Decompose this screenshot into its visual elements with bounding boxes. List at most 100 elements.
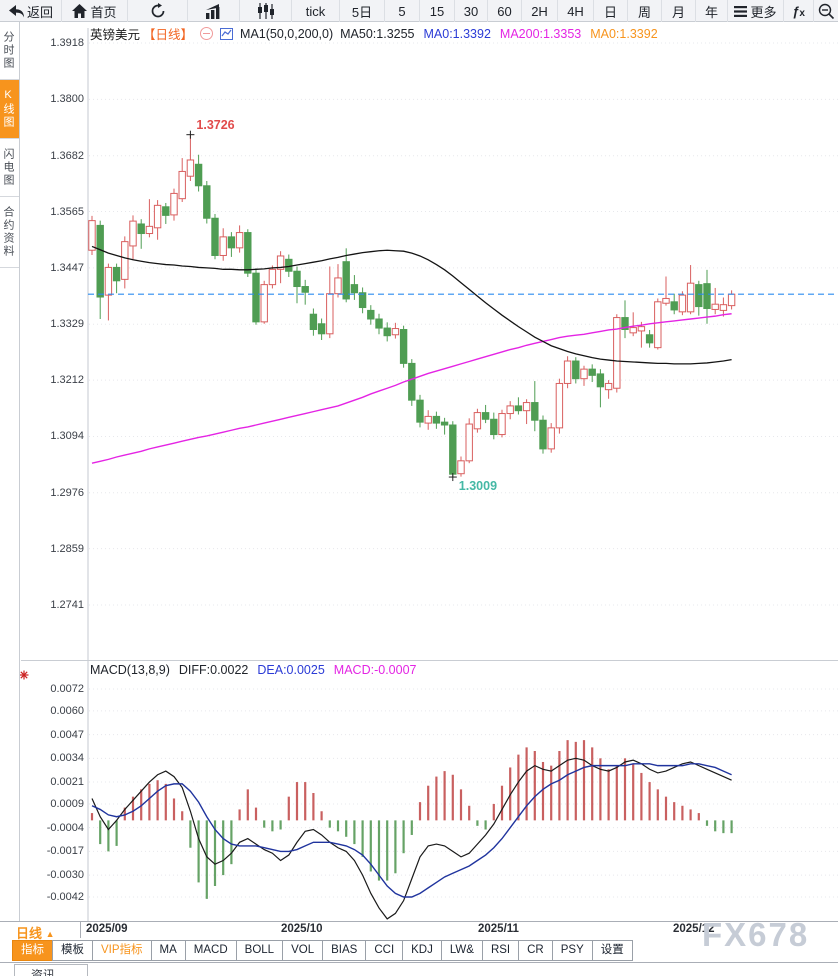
indicator-tab-CCI[interactable]: CCI	[365, 940, 404, 961]
price-tick-label: 1.3212	[50, 374, 84, 387]
interval-month-button[interactable]: 月	[662, 0, 696, 22]
sidebar-tab-contract-info[interactable]: 合约资料	[0, 197, 19, 268]
indicator-tab-BIAS[interactable]: BIAS	[322, 940, 367, 961]
month-label: 2025/12	[673, 923, 715, 935]
ma-value: MA0:1.3392	[423, 26, 491, 41]
period-tag: 【日线】	[143, 28, 194, 42]
indicator-tab-RSI[interactable]: RSI	[481, 940, 520, 961]
back-icon	[8, 4, 24, 18]
indicator-tab-BOLL[interactable]: BOLL	[235, 940, 284, 961]
interval-2h-button[interactable]: 2H	[522, 0, 558, 22]
high-price-annotation: 1.3726	[196, 117, 235, 132]
indicator-tab-MA[interactable]: MA	[150, 940, 186, 961]
indicator-tab-MACD[interactable]: MACD	[184, 940, 237, 961]
top-toolbar: 返回 首页 tick 5日 5 15 30 60 2H 4H 日周月年更多 ƒx	[0, 0, 838, 22]
period-dropdown[interactable]: 日线 ▲	[16, 926, 55, 941]
x-axis-line	[0, 921, 838, 922]
macd-tick-label: 0.0009	[50, 797, 84, 810]
price-tick-label: 1.3800	[50, 93, 84, 106]
interval-30-button[interactable]: 30	[455, 0, 488, 22]
ma-value: MA200:1.3353	[499, 26, 582, 41]
indicator-tab-指标[interactable]: 指标	[12, 940, 53, 961]
fx-indicator-button[interactable]: ƒx	[784, 0, 814, 22]
ma-value: MA0:1.3392	[590, 26, 658, 41]
interval-tick-button[interactable]: tick	[292, 0, 340, 22]
interval-day-button[interactable]: 日	[594, 0, 628, 22]
macd-tick-label: 0.0047	[50, 728, 84, 741]
indicator-tab-PSY[interactable]: PSY	[551, 940, 593, 961]
macd-value: MACD:-0.0007	[333, 663, 417, 677]
macd-tick-label: -0.0030	[46, 869, 84, 882]
indicator-thumbnail-icon[interactable]	[220, 27, 234, 40]
interval-60-button[interactable]: 60	[488, 0, 522, 22]
indicator-tab-CR[interactable]: CR	[518, 940, 553, 961]
low-price-annotation: 1.3009	[458, 479, 498, 494]
sidebar-tab-time-chart[interactable]: 分时图	[0, 22, 19, 80]
interval-15-button[interactable]: 15	[420, 0, 455, 22]
price-tick-label: 1.3682	[50, 149, 84, 162]
zoom-out-button[interactable]	[814, 0, 838, 22]
refresh-button[interactable]	[128, 0, 188, 22]
price-tick-label: 1.3565	[50, 205, 84, 218]
indicator-tab-设置[interactable]: 设置	[591, 940, 633, 961]
interval-4h-button[interactable]: 4H	[558, 0, 594, 22]
price-tick-label: 1.2859	[50, 542, 84, 555]
indicator-tab-LW&[interactable]: LW&	[440, 940, 483, 961]
price-tick-label: 1.2976	[50, 486, 84, 499]
indicator-tab-VIP指标[interactable]: VIP指标	[92, 940, 152, 961]
macd-tick-label: 0.0072	[50, 683, 84, 695]
more-button[interactable]: 更多	[728, 0, 784, 22]
indicator-tab-模板[interactable]: 模板	[52, 940, 93, 961]
macd-tick-label: -0.0017	[46, 845, 84, 858]
price-tick-label: 1.3447	[50, 261, 84, 274]
chart-type-sidebar: 分时图 K线图 闪电图 合约资料	[0, 22, 20, 921]
price-tick-label: 1.3329	[50, 318, 84, 331]
candlestick-view-button[interactable]	[240, 0, 292, 22]
interval-5d-button[interactable]: 5日	[340, 0, 385, 22]
fx678-watermark: FX678	[702, 916, 810, 953]
interval-year-button[interactable]: 年	[696, 0, 728, 22]
month-label: 2025/09	[86, 923, 128, 935]
toolbar-bottom-line	[0, 962, 838, 963]
bar-chart-view-button[interactable]	[188, 0, 240, 22]
fx-icon: ƒx	[792, 3, 805, 19]
bar-chart-icon	[205, 3, 223, 19]
month-label: 2025/10	[281, 923, 323, 935]
indicator-tab-VOL[interactable]: VOL	[282, 940, 324, 961]
indicator-settings-icon	[20, 671, 28, 679]
indicator-tab-KDJ[interactable]: KDJ	[402, 940, 442, 961]
price-tick-label: 1.3094	[50, 430, 84, 443]
macd-tick-label: 0.0034	[50, 752, 84, 765]
home-icon	[72, 4, 88, 18]
macd-tick-label: -0.0042	[46, 891, 84, 903]
macd-tick-label: 0.0021	[50, 776, 84, 789]
sidebar-tab-lightning-chart[interactable]: 闪电图	[0, 139, 19, 197]
price-tick-label: 1.3918	[50, 37, 84, 49]
news-tab-partial[interactable]: 资讯	[14, 964, 88, 976]
triangle-up-icon: ▲	[45, 929, 55, 939]
price-tick-label: 1.2741	[50, 599, 84, 612]
ma-value: MA50:1.3255	[340, 26, 415, 41]
macd-formula: MACD(13,8,9)	[90, 663, 170, 677]
macd-value: DIFF:0.0022	[178, 663, 249, 677]
symbol-title: 英镑美元	[90, 28, 141, 42]
interval-5-button[interactable]: 5	[385, 0, 420, 22]
macd-header: MACD(13,8,9) DIFF:0.0022 DEA:0.0025 MACD:-…	[90, 663, 416, 677]
month-label: 2025/11	[478, 923, 519, 935]
macd-value: DEA:0.0025	[257, 663, 325, 677]
panel-separator	[21, 660, 838, 661]
menu-icon	[734, 5, 748, 17]
zoom-out-icon	[818, 3, 835, 20]
collapse-icon[interactable]	[200, 27, 214, 40]
back-button[interactable]: 返回	[0, 0, 62, 22]
sidebar-tab-kline-chart[interactable]: K线图	[0, 80, 19, 139]
ma-definition: MA1(50,0,200,0)	[240, 26, 334, 41]
interval-week-button[interactable]: 周	[628, 0, 662, 22]
home-button[interactable]: 首页	[62, 0, 128, 22]
macd-tick-label: -0.0004	[46, 821, 84, 834]
main-chart-header: 英镑美元 【日线】 MA1(50,0,200,0) MA50:1.3255 MA0:…	[90, 24, 658, 43]
axis-row-divider	[80, 921, 81, 938]
indicator-toolbar: 指标 模板 VIP指标 MA MACD BOLL VOL BIAS CCI KDJ LW& RSI CR…	[12, 940, 633, 961]
